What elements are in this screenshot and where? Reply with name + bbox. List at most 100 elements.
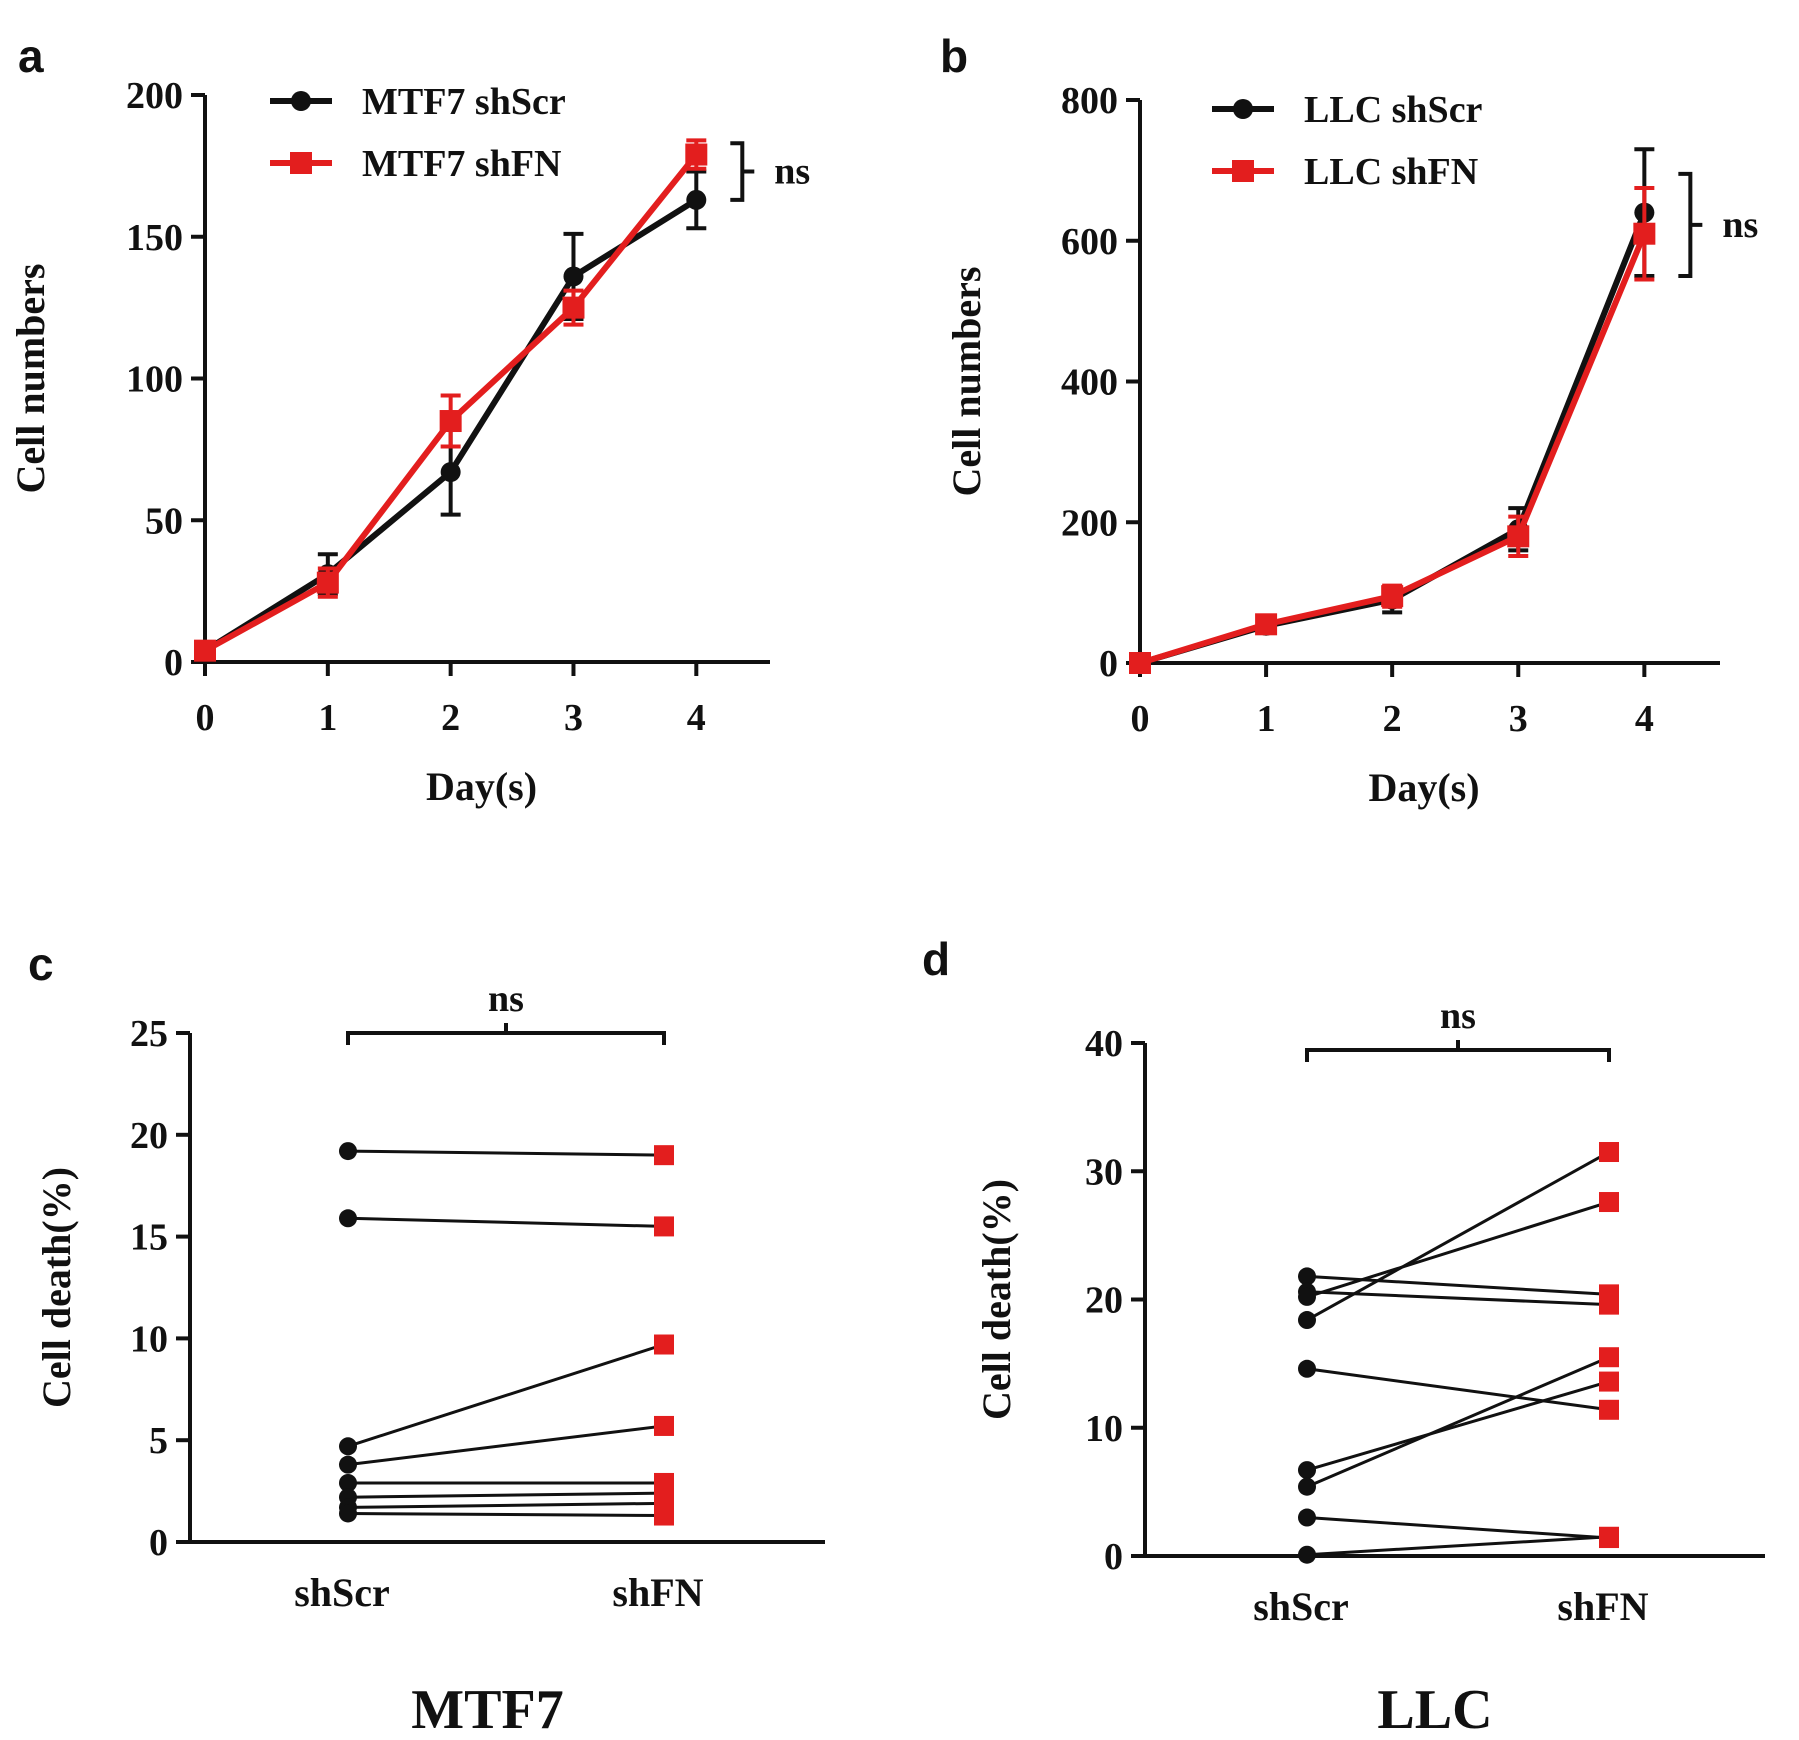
pair-line (1306, 1274, 1610, 1296)
chart-d-death-llc: 0 10 20 30 40 shScr shFN Cell death(%) LLC ns (974, 995, 1765, 1740)
pair-line (1306, 1535, 1610, 1557)
x-tick-label: 4 (1635, 698, 1654, 740)
data-point-shscr (339, 1209, 357, 1228)
data-point-shfn (654, 1334, 674, 1355)
x-tick-label: 4 (687, 697, 706, 739)
y-axis-title: Cell death(%) (34, 1167, 79, 1408)
x-tick-label: shFN (1557, 1584, 1648, 1629)
chart-title: MTF7 (411, 1679, 563, 1740)
data-point (1633, 222, 1656, 245)
data-point (316, 571, 339, 594)
data-point (686, 189, 707, 210)
data-point-shscr (339, 1437, 357, 1456)
pair-line (347, 1501, 665, 1509)
data-point-shscr (1298, 1311, 1316, 1330)
x-tick-label: 1 (318, 697, 337, 739)
data-point-shfn (1599, 1347, 1619, 1368)
y-tick-label: 40 (1085, 1023, 1123, 1065)
y-tick-label: 0 (149, 1522, 168, 1564)
pair-line (347, 1149, 665, 1157)
y-axis-title: Cell numbers (8, 264, 53, 494)
data-point-shfn (654, 1415, 674, 1436)
significance-bracket (1305, 1040, 1611, 1062)
data-point-shscr (339, 1504, 357, 1523)
y-tick-label: 100 (126, 359, 183, 401)
significance-label: ns (1722, 204, 1758, 246)
y-axis-title: Cell numbers (944, 267, 989, 497)
legend-marker (1232, 160, 1254, 182)
data-point (1381, 585, 1404, 608)
y-tick-label: 600 (1061, 221, 1118, 263)
data-point-shfn (1599, 1192, 1619, 1213)
data-point (1129, 652, 1151, 674)
pair-line (347, 1491, 665, 1499)
x-tick-label: 0 (1131, 698, 1150, 740)
x-tick-label: 3 (564, 697, 583, 739)
y-tick-label: 10 (130, 1318, 168, 1360)
pair-line (347, 1343, 665, 1448)
x-tick-label: 2 (1383, 698, 1402, 740)
data-point-shfn (1599, 1399, 1619, 1420)
chart-a-growth-mtf7: 0 50 100 150 200 0 1 2 3 4 Day(s) Cell numbers MTF7 … (8, 75, 810, 809)
y-tick-label: 25 (130, 1013, 168, 1055)
y-tick-label: 20 (130, 1115, 168, 1157)
x-tick-label: 3 (1509, 698, 1528, 740)
y-tick-label: 200 (126, 75, 183, 117)
data-point-shfn (654, 1505, 674, 1526)
significance-label: ns (774, 151, 810, 193)
data-point (194, 639, 216, 662)
y-tick-label: 0 (1104, 1536, 1123, 1578)
y-tick-label: 150 (126, 217, 183, 259)
data-point-shscr (1298, 1477, 1316, 1496)
panel-letter-a: a (18, 30, 44, 82)
significance-bracket (346, 1023, 666, 1045)
y-tick-label: 50 (145, 500, 183, 542)
data-point (563, 266, 584, 287)
chart-b-growth-llc: 0 200 400 600 800 0 1 2 3 4 Day(s) Cell numbers LLC … (944, 80, 1758, 810)
pair-line (1306, 1355, 1610, 1489)
panel-letter-d: d (922, 933, 950, 985)
y-tick-label: 0 (1099, 643, 1118, 685)
legend-marker (290, 152, 312, 174)
y-tick-label: 0 (164, 642, 183, 684)
data-point-shscr (339, 1455, 357, 1474)
y-tick-label: 30 (1085, 1151, 1123, 1193)
x-tick-label: 1 (1257, 698, 1276, 740)
x-tick-label: 0 (196, 697, 215, 739)
pair-line (347, 1511, 665, 1518)
chart-title: LLC (1377, 1679, 1492, 1740)
pair-line (1306, 1516, 1610, 1540)
data-point (1255, 613, 1278, 636)
x-tick-label: 2 (441, 697, 460, 739)
data-point-shfn (1599, 1371, 1619, 1392)
data-point-shscr (1298, 1267, 1316, 1286)
legend-label: MTF7 shFN (362, 143, 562, 185)
pair-line (1306, 1380, 1610, 1472)
legend-marker (1233, 99, 1253, 119)
x-tick-label: shScr (294, 1570, 390, 1615)
chart-c-death-mtf7: 0 5 10 15 20 25 shScr shFN Cell death(%) MTF7 ns (34, 978, 825, 1740)
data-point-shfn (1599, 1142, 1619, 1163)
data-point-shscr (339, 1142, 357, 1161)
y-tick-label: 15 (130, 1217, 168, 1259)
x-axis-title: Day(s) (426, 764, 537, 809)
data-point (439, 410, 462, 433)
pair-line (1306, 1150, 1610, 1322)
significance-bracket (1678, 171, 1703, 278)
data-point-shfn (654, 1145, 674, 1166)
y-tick-label: 5 (149, 1420, 168, 1462)
panel-letter-b: b (940, 30, 968, 82)
legend-marker (291, 91, 311, 111)
y-tick-label: 20 (1085, 1280, 1123, 1322)
pair-line (1306, 1200, 1610, 1299)
data-point (562, 296, 585, 319)
data-point-shfn (1599, 1294, 1619, 1315)
legend-label: LLC shScr (1304, 89, 1483, 131)
data-point (1507, 525, 1530, 548)
pair-line (1306, 1367, 1610, 1412)
x-tick-label: shScr (1253, 1584, 1349, 1629)
data-point-shscr (339, 1473, 357, 1492)
y-tick-label: 400 (1061, 362, 1118, 404)
data-point-shfn (1599, 1526, 1619, 1547)
